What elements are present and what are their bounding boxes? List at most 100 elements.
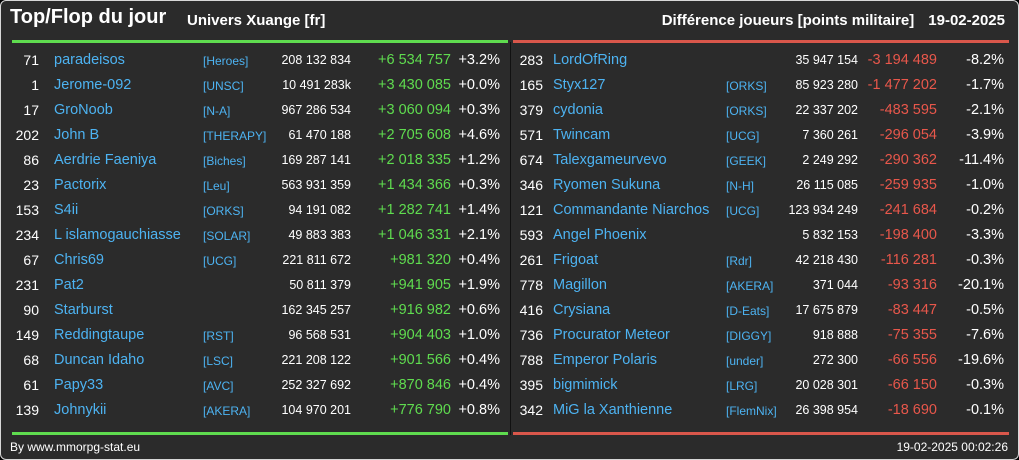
- player-name-link[interactable]: Frigoat: [553, 252, 599, 268]
- points-difference: +3 430 085: [378, 77, 451, 93]
- player-name-link[interactable]: Jerome-092: [54, 77, 132, 93]
- top-list: 71 paradeisos [Heroes] 208 132 834 +6 534 75…: [1, 48, 510, 423]
- alliance-tag[interactable]: [UNSC]: [203, 79, 244, 93]
- player-rank: 23: [23, 177, 39, 193]
- flop-row: 571 Twincam [UCG] 7 360 261 -296 054 -3.9%: [1, 123, 1018, 148]
- points-difference: -259 935: [879, 177, 937, 193]
- percent-change: -7.6%: [966, 327, 1004, 343]
- alliance-tag[interactable]: [N-A]: [203, 104, 231, 118]
- alliance-tag[interactable]: [UCG]: [203, 254, 237, 268]
- flop-row: 778 Magillon [AKERA] 371 044 -93 316 -20.1%: [1, 273, 1018, 298]
- player-name-link[interactable]: paradeisos: [54, 52, 125, 68]
- player-name-link[interactable]: Commandante Niarchos: [553, 202, 710, 218]
- percent-change: +0.4%: [458, 352, 500, 368]
- alliance-tag[interactable]: [DIGGY]: [726, 329, 772, 343]
- alliance-tag[interactable]: [UCG]: [726, 129, 760, 143]
- player-rank: 61: [23, 377, 39, 393]
- percent-change: -2.1%: [966, 102, 1004, 118]
- percent-change: -0.3%: [966, 252, 1004, 268]
- player-name-link[interactable]: Magillon: [553, 277, 607, 293]
- player-name-link[interactable]: Styx127: [553, 77, 606, 93]
- player-name-link[interactable]: Ryomen Sukuna: [553, 177, 661, 193]
- player-rank: 571: [519, 127, 543, 143]
- player-name-link[interactable]: Twincam: [553, 127, 611, 143]
- player-name-link[interactable]: Emperor Polaris: [553, 352, 657, 368]
- percent-change: -0.1%: [966, 402, 1004, 418]
- player-name-link[interactable]: S4ii: [54, 202, 79, 218]
- percent-change: +0.3%: [458, 177, 500, 193]
- alliance-tag[interactable]: [FlemNix]: [726, 404, 777, 418]
- player-name-link[interactable]: Talexgameurvevo: [553, 152, 667, 168]
- percent-change: -0.3%: [966, 377, 1004, 393]
- player-name-link[interactable]: cydonia: [553, 102, 603, 118]
- alliance-tag[interactable]: [Rdr]: [726, 254, 753, 268]
- alliance-tag[interactable]: [THERAPY]: [203, 129, 267, 143]
- points-difference: -18 690: [887, 402, 937, 418]
- alliance-tag[interactable]: [LSC]: [203, 354, 234, 368]
- alliance-tag[interactable]: [UCG]: [726, 204, 760, 218]
- alliance-tag[interactable]: [D-Eats]: [726, 304, 770, 318]
- player-name-link[interactable]: Starburst: [54, 302, 113, 318]
- alliance-tag[interactable]: [ORKS]: [726, 104, 767, 118]
- player-name-link[interactable]: Chris69: [54, 252, 104, 268]
- alliance-tag[interactable]: [ORKS]: [203, 204, 244, 218]
- player-points: 26 115 085: [796, 178, 858, 192]
- top-row: 71 paradeisos [Heroes] 208 132 834 +6 534 75…: [1, 48, 510, 73]
- alliance-tag[interactable]: [AVC]: [203, 379, 234, 393]
- player-rank: 139: [15, 402, 39, 418]
- player-points: 208 132 834: [281, 53, 351, 67]
- alliance-tag[interactable]: [SOLAR]: [203, 229, 251, 243]
- player-name-link[interactable]: LordOfRing: [553, 52, 628, 68]
- alliance-tag[interactable]: [LRG]: [726, 379, 758, 393]
- percent-change: +1.4%: [458, 202, 500, 218]
- player-points: 563 931 359: [281, 178, 351, 192]
- player-name-link[interactable]: Angel Phoenix: [553, 227, 647, 243]
- player-points: 5 832 153: [802, 228, 858, 242]
- bottom-line-red: [513, 432, 1009, 435]
- player-name-link[interactable]: Pactorix: [54, 177, 107, 193]
- player-rank: 17: [23, 102, 39, 118]
- player-points: 17 675 879: [795, 303, 858, 317]
- player-rank: 778: [519, 277, 543, 293]
- player-name-link[interactable]: Duncan Idaho: [54, 352, 145, 368]
- percent-change: -8.2%: [966, 52, 1004, 68]
- player-name-link[interactable]: Pat2: [54, 277, 84, 293]
- player-rank: 736: [519, 327, 543, 343]
- player-points: 94 191 082: [288, 203, 351, 217]
- player-name-link[interactable]: bigmimick: [553, 377, 618, 393]
- alliance-tag[interactable]: [Leu]: [203, 179, 230, 193]
- alliance-tag[interactable]: [AKERA]: [203, 404, 251, 418]
- top-row: 1 Jerome-092 [UNSC] 10 491 283k +3 430 085 +0…: [1, 73, 510, 98]
- percent-change: -19.6%: [958, 352, 1004, 368]
- player-points: 10 491 283k: [282, 78, 351, 92]
- player-name-link[interactable]: Johnykii: [54, 402, 107, 418]
- player-name-link[interactable]: John B: [54, 127, 100, 143]
- alliance-tag[interactable]: [GEEK]: [726, 154, 767, 168]
- alliance-tag[interactable]: [under]: [726, 354, 764, 368]
- player-name-link[interactable]: L islamogauchiasse: [54, 227, 181, 243]
- alliance-tag[interactable]: [N-H]: [726, 179, 754, 193]
- alliance-tag[interactable]: [AKERA]: [726, 279, 774, 293]
- player-rank: 231: [15, 277, 39, 293]
- player-name-link[interactable]: Crysiana: [553, 302, 611, 318]
- player-points: 169 287 141: [281, 153, 351, 167]
- player-name-link[interactable]: Procurator Meteor: [553, 327, 670, 343]
- player-points: 96 568 531: [288, 328, 351, 342]
- flop-row: 283 LordOfRing 35 947 154 -3 194 489 -8.2%: [1, 48, 1018, 73]
- player-name-link[interactable]: Reddingtaupe: [54, 327, 145, 343]
- player-rank: 346: [519, 177, 543, 193]
- points-difference: +1 046 331: [378, 227, 451, 243]
- alliance-tag[interactable]: [Biches]: [203, 154, 246, 168]
- alliance-tag[interactable]: [RST]: [203, 329, 234, 343]
- top-row: 234 L islamogauchiasse [SOLAR] 49 883 383 +1…: [1, 223, 510, 248]
- player-points: 371 044: [812, 278, 858, 292]
- percent-change: -0.5%: [966, 302, 1004, 318]
- player-name-link[interactable]: Papy33: [54, 377, 104, 393]
- alliance-tag[interactable]: [Heroes]: [203, 54, 249, 68]
- player-name-link[interactable]: Aerdrie Faeniya: [54, 152, 157, 168]
- alliance-tag[interactable]: [ORKS]: [726, 79, 767, 93]
- player-rank: 234: [15, 227, 39, 243]
- player-name-link[interactable]: GroNoob: [54, 102, 113, 118]
- flop-row: 342 MiG la Xanthienne [FlemNix] 26 398 954 -…: [1, 398, 1018, 423]
- player-name-link[interactable]: MiG la Xanthienne: [553, 402, 673, 418]
